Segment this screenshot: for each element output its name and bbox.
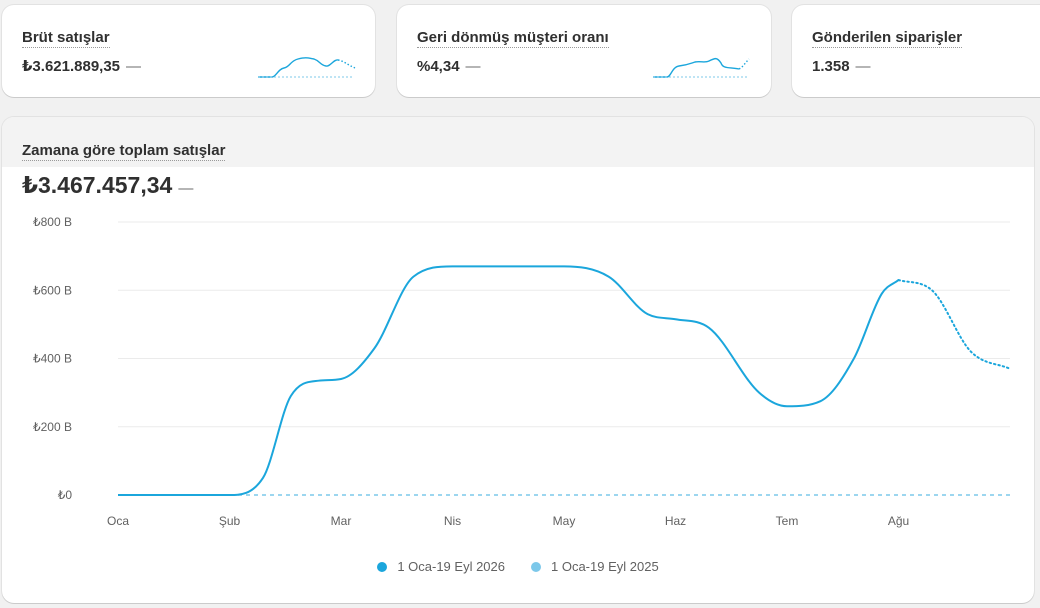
metric-card-orders-shipped[interactable]: Gönderilen siparişler 1.358 —	[792, 5, 1040, 97]
metric-title[interactable]: Geri dönmüş müşteri oranı	[417, 29, 609, 48]
x-tick-label: Tem	[776, 514, 799, 528]
metric-value: %4,34 —	[417, 58, 481, 76]
total-sales-value: ₺3.467.457,34 —	[22, 171, 193, 203]
legend-item-current[interactable]: 1 Oca-19 Eyl 2026	[377, 559, 505, 574]
x-tick-label: Nis	[444, 514, 461, 528]
total-sales-over-time-card: Zamana göre toplam satışlar ₺3.467.457,3…	[2, 117, 1034, 603]
x-tick-label: Şub	[219, 514, 241, 528]
series-layer	[118, 265, 1011, 496]
card-title[interactable]: Zamana göre toplam satışlar	[22, 142, 226, 161]
metric-amount: 1.358	[812, 58, 850, 75]
sparkline-chart	[258, 57, 356, 78]
legend-dot-icon	[377, 561, 388, 572]
legend-item-comparison[interactable]: 1 Oca-19 Eyl 2025	[531, 559, 659, 574]
total-sales-change: —	[178, 180, 194, 197]
sparkline-chart	[653, 57, 750, 78]
sparkline-current	[258, 57, 339, 78]
metric-card-gross-sales[interactable]: Brüt satışlar ₺3.621.889,35 —	[2, 5, 375, 97]
grid	[118, 221, 1010, 428]
sparkline-projection	[738, 58, 750, 70]
y-axis: ₺0 ₺200 B ₺400 B ₺600 B ₺800 B	[33, 215, 72, 502]
card-header	[2, 117, 1034, 167]
x-tick-label: Mar	[331, 514, 352, 528]
legend-label: 1 Oca-19 Eyl 2025	[551, 559, 659, 574]
y-tick-label: ₺800 B	[33, 215, 72, 229]
series-line-projection	[897, 279, 1011, 370]
x-axis: Oca Şub Mar Nis May Haz Tem Ağu	[107, 514, 909, 528]
x-tick-label: Haz	[665, 514, 686, 528]
metric-amount: %4,34	[417, 58, 460, 75]
metric-title[interactable]: Brüt satışlar	[22, 29, 110, 48]
y-tick-label: ₺200 B	[33, 420, 72, 434]
y-tick-label: ₺400 B	[33, 352, 72, 366]
legend-dot-icon	[531, 561, 541, 572]
sparkline-projection	[337, 59, 356, 69]
x-tick-label: Ağu	[888, 514, 909, 528]
metric-change: —	[465, 58, 481, 75]
y-tick-label: ₺0	[58, 488, 73, 502]
x-tick-label: Oca	[107, 514, 129, 528]
legend-label: 1 Oca-19 Eyl 2026	[397, 559, 505, 574]
sparkline-current	[653, 57, 740, 78]
chart-legend: 1 Oca-19 Eyl 2026 1 Oca-19 Eyl 2025	[2, 559, 1034, 574]
series-line-current	[118, 265, 900, 496]
metric-value: 1.358 —	[812, 58, 871, 76]
metric-card-returning-customer-rate[interactable]: Geri dönmüş müşteri oranı %4,34 —	[397, 5, 771, 97]
x-tick-label: May	[553, 514, 576, 528]
y-tick-label: ₺600 B	[33, 283, 72, 297]
metric-value: ₺3.621.889,35 —	[22, 58, 141, 76]
total-sales-amount: ₺3.467.457,34	[22, 172, 173, 198]
metric-change: —	[855, 58, 871, 75]
metric-change: —	[126, 58, 142, 75]
metric-amount: ₺3.621.889,35	[22, 58, 121, 75]
metric-title[interactable]: Gönderilen siparişler	[812, 29, 963, 48]
line-chart: ₺0 ₺200 B ₺400 B ₺600 B ₺800 B Oca Şub Mar Nis M…	[33, 215, 1011, 528]
